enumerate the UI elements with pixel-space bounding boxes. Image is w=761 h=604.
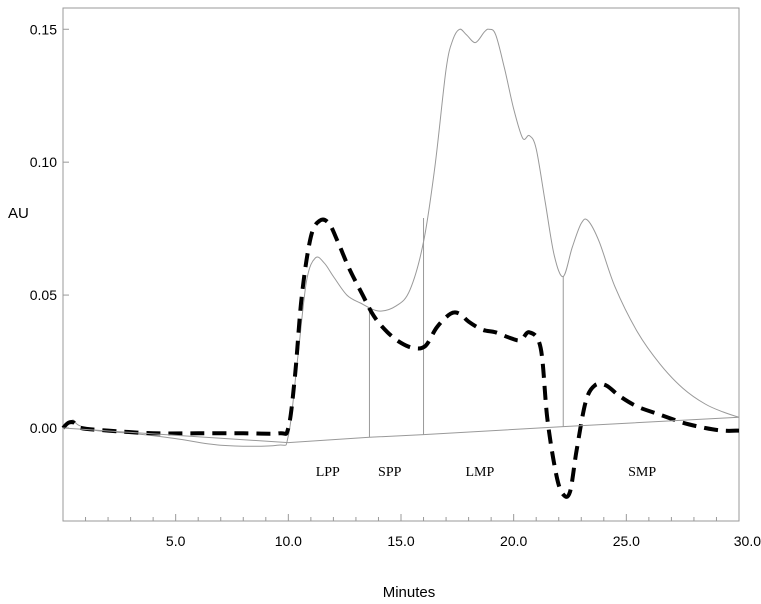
y-axis-ticks: 0.00 0.05 0.10 0.15	[30, 21, 69, 436]
plot-area-frame	[62, 7, 740, 522]
region-label-spp: SPP	[378, 465, 402, 480]
solid-series-line	[62, 28, 740, 447]
x-tick-label: 20.0	[500, 533, 527, 549]
region-label-lpp: LPP	[316, 465, 340, 480]
x-axis-title: Minutes	[383, 584, 436, 601]
region-labels: LPP SPP LMP SMP	[316, 465, 657, 480]
x-tick-label: 15.0	[387, 533, 414, 549]
x-minor-ticks	[85, 517, 717, 521]
series-group	[61, 28, 740, 499]
dashed-series-line	[61, 217, 740, 499]
y-tick-label: 0.15	[30, 21, 57, 37]
x-tick-label: 30.0	[734, 533, 761, 549]
x-tick-label: 10.0	[275, 533, 302, 549]
x-axis-ticks: 5.0 10.0 15.0 20.0 25.0 30.0	[166, 514, 761, 549]
y-tick-label: 0.05	[30, 287, 57, 303]
x-tick-label: 5.0	[166, 533, 186, 549]
region-label-lmp: LMP	[465, 465, 494, 480]
x-tick-label: 25.0	[613, 533, 640, 549]
y-axis-title: AU	[8, 205, 29, 222]
y-tick-label: 0.10	[30, 154, 57, 170]
peak-drop-lines	[368, 217, 564, 438]
region-label-smp: SMP	[628, 465, 656, 480]
baseline-line	[62, 416, 740, 444]
y-tick-label: 0.00	[30, 420, 57, 436]
